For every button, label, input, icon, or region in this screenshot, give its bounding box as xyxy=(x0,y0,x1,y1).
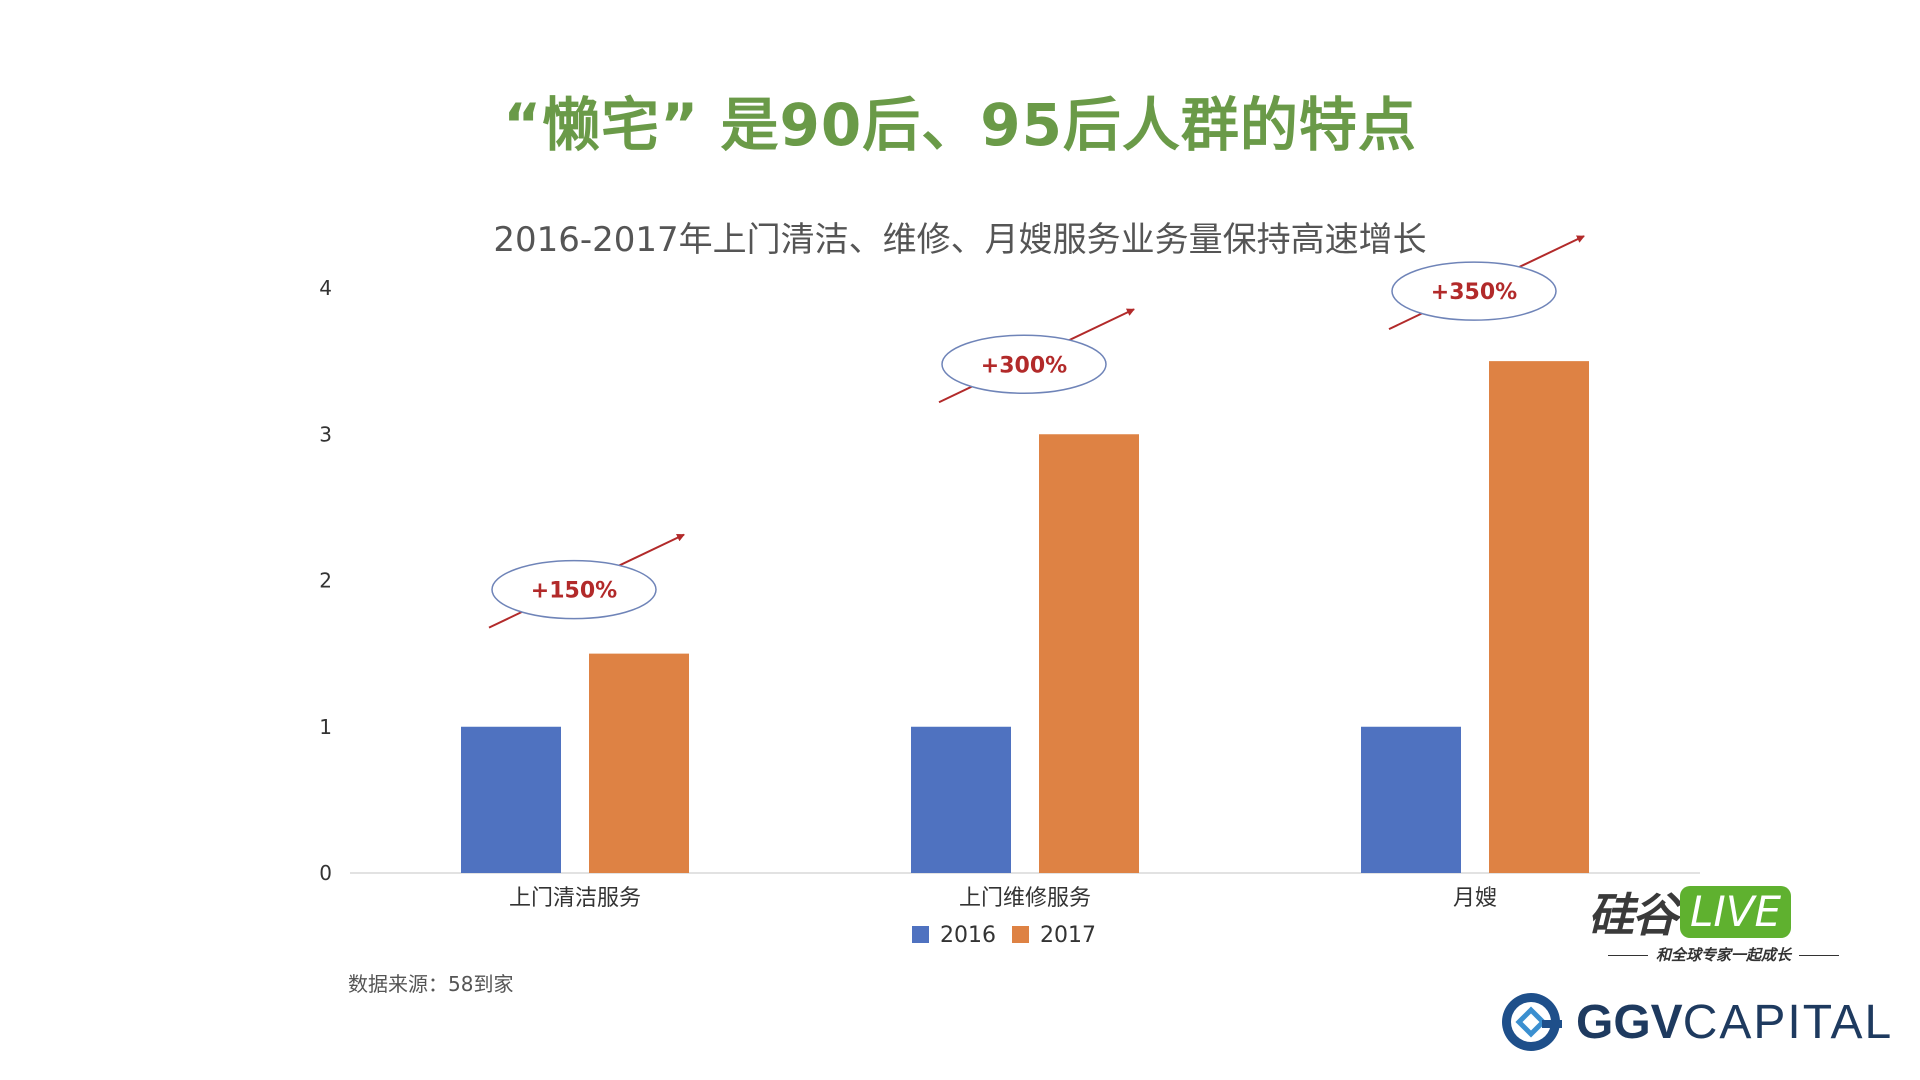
chart-title: 2016-2017年上门清洁、维修、月嫂服务业务量保持高速增长 xyxy=(493,220,1427,260)
x-tick-label: 上门维修服务 xyxy=(959,886,1091,911)
legend-label-2017: 2017 xyxy=(1040,923,1096,948)
annotation-layer: +150% +300% +350% xyxy=(488,235,1585,629)
y-tick-label: 1 xyxy=(319,715,332,739)
bar-2016-3 xyxy=(1361,726,1461,873)
growth-bubble xyxy=(1391,261,1557,321)
y-tick-label: 0 xyxy=(319,861,332,885)
y-tick-label: 4 xyxy=(319,276,332,300)
ggv-capital-logo: GGV CAPITAL xyxy=(1500,990,1893,1054)
growth-bubble xyxy=(491,559,657,620)
live-logo-tag: LIVE xyxy=(1680,886,1792,938)
bars-layer xyxy=(461,361,1589,873)
legend: 2016 2017 xyxy=(912,923,1096,948)
x-tick-label: 月嫂 xyxy=(1453,886,1497,911)
live-logo-slogan: 和全球专家一起成长 xyxy=(1600,944,1847,965)
bar-2017-3 xyxy=(1489,361,1589,873)
growth-label: +150% xyxy=(531,579,617,604)
ggv-logo-icon xyxy=(1502,993,1562,1051)
y-tick-label: 3 xyxy=(319,422,332,446)
ggv-text-capital: CAPITAL xyxy=(1682,995,1894,1049)
growth-label: +300% xyxy=(981,353,1067,378)
legend-label-2016: 2016 xyxy=(940,923,996,948)
x-tick-label: 上门清洁服务 xyxy=(509,886,641,911)
growth-bubble xyxy=(941,334,1107,394)
bar-2017-2 xyxy=(1039,434,1139,873)
legend-swatch-2017 xyxy=(1012,926,1029,943)
bar-2017-1 xyxy=(589,653,689,873)
source-note: 数据来源：58到家 xyxy=(348,972,514,996)
axis-layer: 0 1 2 3 4 上门清洁服务 上门维修服务 月嫂 xyxy=(319,276,1700,911)
y-tick-label: 2 xyxy=(319,569,332,593)
ggv-text-bold: GGV xyxy=(1576,995,1683,1049)
bar-2016-2 xyxy=(911,726,1011,873)
slide-title: “懒宅” 是90后、95后人群的特点 xyxy=(503,91,1417,159)
legend-swatch-2016 xyxy=(912,926,929,943)
guigu-live-logo: 硅谷 LIVE 和全球专家一起成长 xyxy=(1588,884,1838,964)
live-logo-cn-text: 硅谷 xyxy=(1588,888,1678,942)
bar-2016-1 xyxy=(461,726,561,873)
growth-label: +350% xyxy=(1431,280,1517,305)
